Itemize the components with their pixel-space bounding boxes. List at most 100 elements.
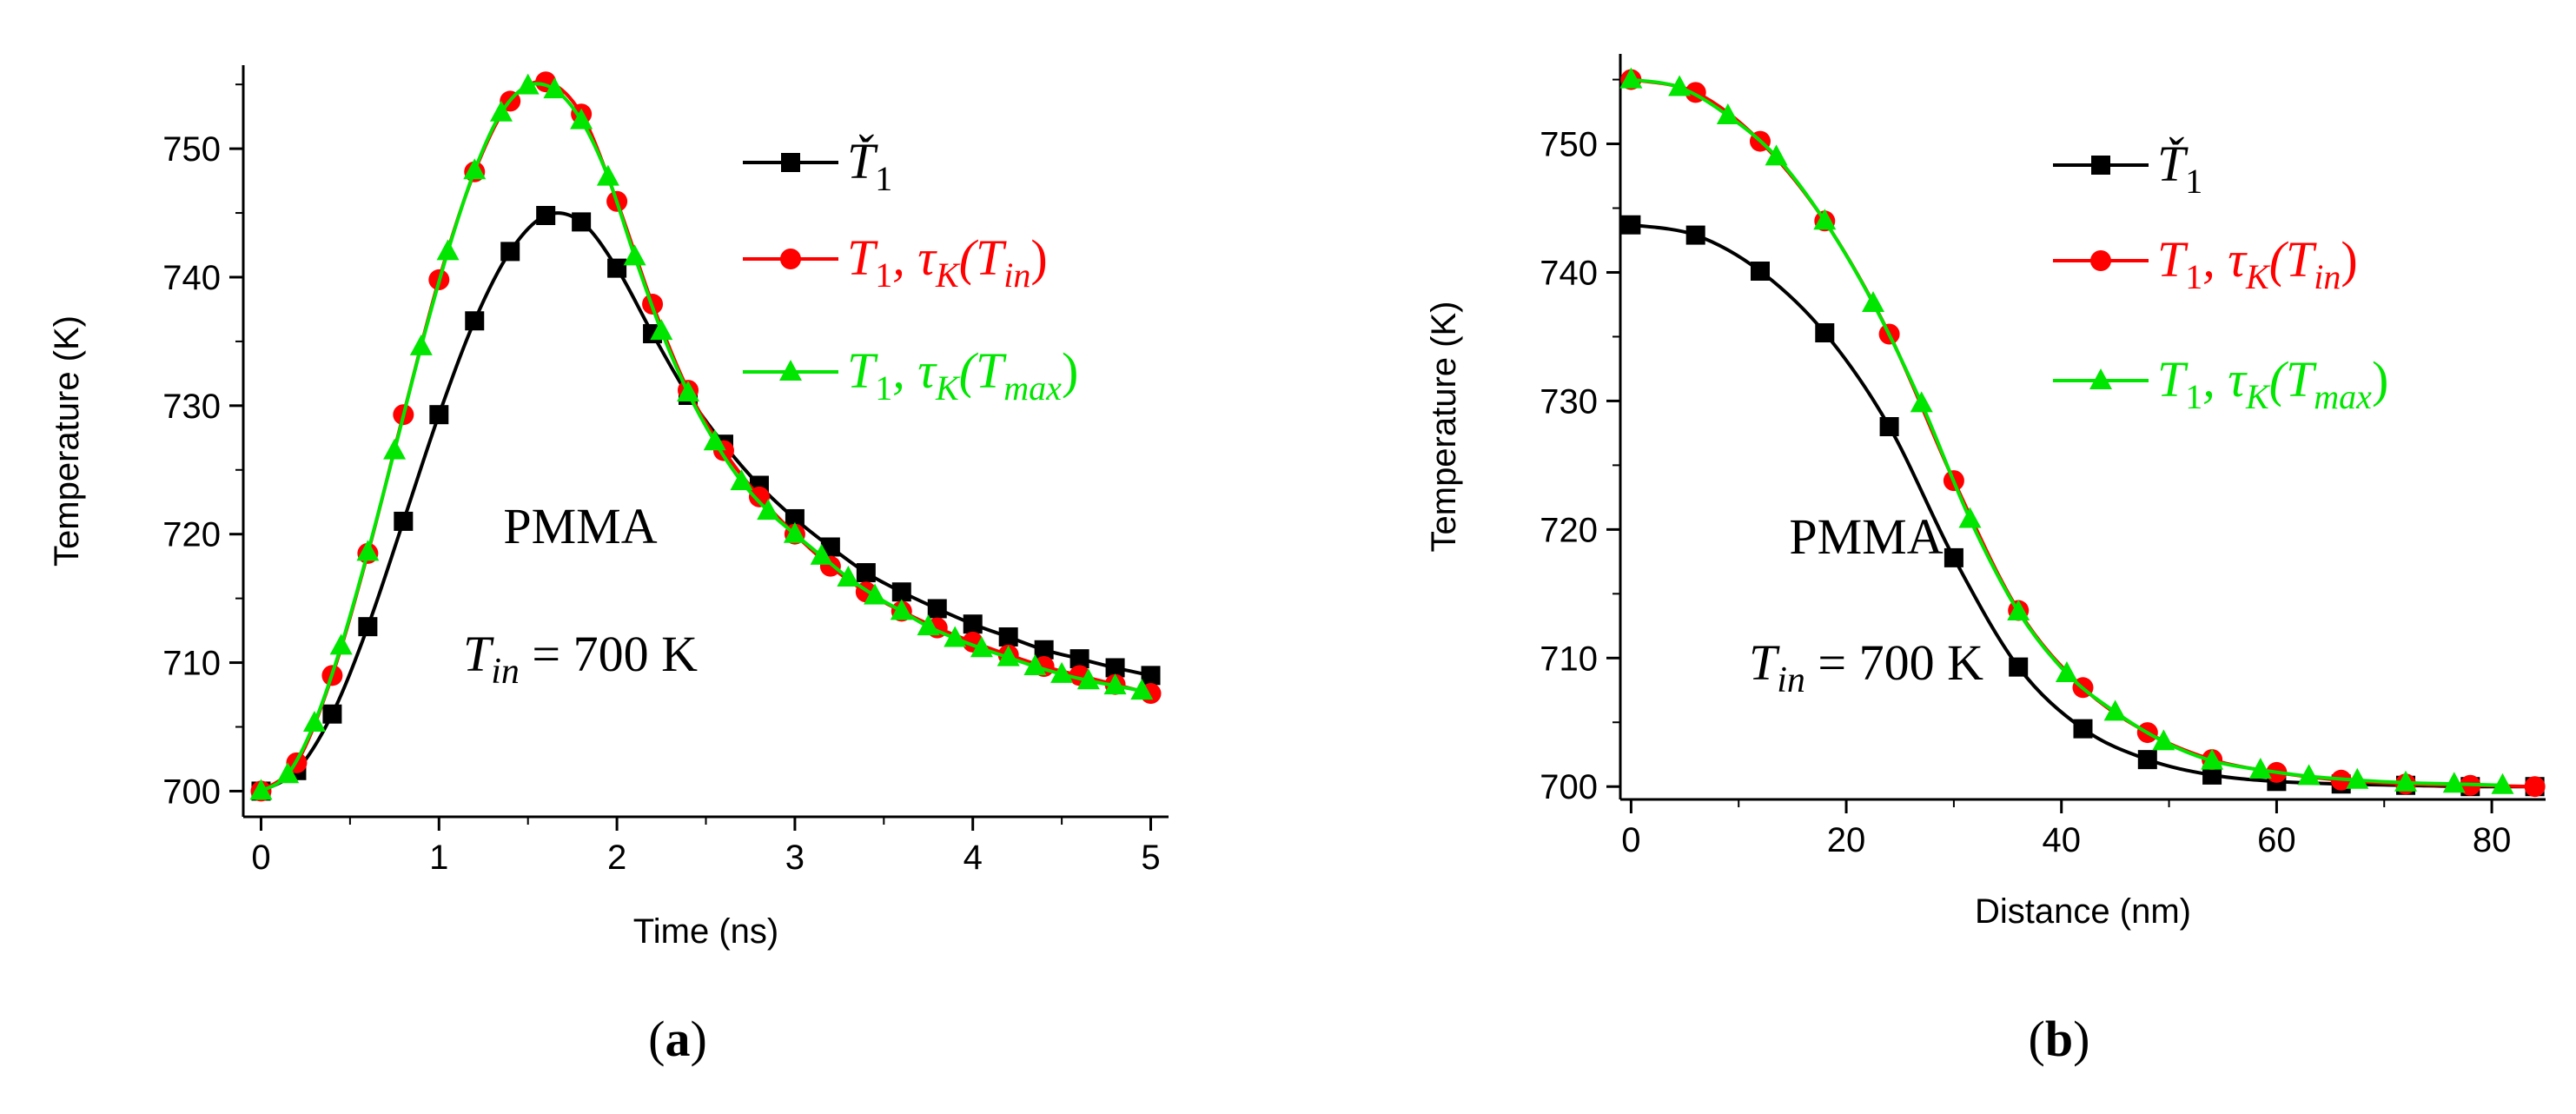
data-point-square [785, 508, 805, 528]
data-point-triangle [2248, 757, 2272, 779]
data-point-triangle [944, 626, 967, 647]
data-point-triangle [356, 540, 380, 561]
data-point-square [500, 242, 520, 262]
data-point-triangle [810, 543, 833, 565]
legend-marker [2090, 250, 2111, 271]
data-point-triangle [757, 499, 780, 521]
data-point-triangle [516, 73, 540, 95]
data-point-triangle [890, 599, 913, 620]
data-point-triangle [837, 565, 860, 587]
y-axis-title: Temperature (K) [48, 315, 86, 567]
data-point-triangle [329, 633, 353, 655]
data-point-square [2137, 750, 2157, 770]
data-point-square [1685, 225, 1705, 245]
y-tick-label: 720 [162, 516, 221, 554]
panel-label: (a) [648, 1011, 707, 1067]
x-tick-label: 2 [607, 839, 626, 877]
legend-label: Ť1 [2157, 136, 2202, 201]
y-tick-label: 750 [162, 130, 221, 169]
legend-label: T1, τK(Tin) [847, 229, 1048, 295]
series-T1_tauK_Tmax [1619, 67, 2514, 794]
legend-marker [2089, 368, 2112, 389]
legend-label: T1, τK(Tmax) [847, 342, 1078, 408]
data-point-square [963, 614, 983, 634]
data-point-triangle [383, 438, 407, 460]
legend-marker [780, 249, 801, 269]
data-point-triangle [997, 645, 1020, 666]
data-point-triangle [2491, 773, 2514, 794]
x-tick-label: 0 [251, 839, 270, 877]
series-T1_tauK_Tmax [249, 73, 1154, 800]
data-point-triangle [249, 779, 273, 800]
data-point-square [465, 311, 485, 331]
data-point-square [2202, 765, 2222, 785]
data-point-circle [2524, 776, 2546, 798]
legend-label: Ť1 [847, 133, 892, 198]
data-point-triangle [489, 100, 513, 122]
series-line [260, 211, 1151, 793]
data-point-triangle [2201, 748, 2224, 770]
series-line [260, 82, 1142, 793]
series-line [260, 79, 1152, 793]
data-point-square [429, 405, 449, 425]
data-point-square [536, 206, 556, 225]
x-tick-label: 0 [1621, 821, 1640, 859]
y-tick-label: 730 [1540, 382, 1598, 421]
data-point-triangle [436, 239, 460, 261]
data-point-triangle [650, 319, 673, 341]
data-point-square [1815, 323, 1835, 343]
data-point-triangle [1958, 507, 1982, 528]
data-point-triangle [1103, 673, 1127, 695]
data-point-triangle [1076, 668, 1100, 690]
data-point-triangle [1813, 209, 1837, 230]
data-point-square [1944, 547, 1963, 567]
data-point-triangle [302, 711, 326, 733]
data-point-triangle [917, 614, 940, 636]
data-point-square [607, 258, 627, 278]
data-point-square [998, 627, 1018, 647]
data-point-triangle [970, 636, 993, 658]
y-axis-title: Temperature (K) [1425, 302, 1463, 553]
data-point-square [1069, 649, 1089, 669]
x-axis-title: Time (ns) [633, 912, 778, 951]
series-T1_check [1621, 215, 2545, 797]
y-tick-label: 730 [162, 388, 221, 426]
data-point-square [358, 617, 378, 637]
data-point-square [856, 563, 876, 583]
data-point-circle [748, 486, 770, 507]
data-point-square [1879, 417, 1899, 436]
data-point-triangle [783, 521, 806, 543]
data-point-triangle [1765, 144, 1788, 166]
y-tick-label: 710 [1540, 640, 1598, 678]
chart-panel-b: 0 20 40 60 80 700 710 720 730 740 750 Distance (nm)… [1425, 54, 2546, 1067]
data-point-triangle [1619, 67, 1643, 89]
data-point-triangle [677, 381, 700, 402]
data-point-triangle [2394, 770, 2418, 792]
y-tick-label: 710 [162, 645, 221, 683]
data-point-square [394, 511, 414, 531]
y-tick-label: 750 [1540, 126, 1598, 164]
legend: Ť1 T1, τK(Tin) T1, τK(Tmax) [2053, 136, 2388, 416]
data-point-triangle [1910, 391, 1933, 413]
data-point-triangle [730, 469, 753, 491]
legend-label: T1, τK(Tmax) [2157, 351, 2388, 416]
data-point-square [2073, 719, 2093, 739]
legend-label: T1, τK(Tin) [2157, 231, 2358, 296]
y-tick-label: 700 [162, 773, 221, 811]
data-point-triangle [543, 77, 566, 99]
y-tick-label: 700 [1540, 768, 1598, 806]
data-point-triangle [2055, 661, 2078, 683]
legend-marker [2091, 156, 2110, 175]
annotation-initial-temperature: Tin = 700 K [1749, 634, 1983, 700]
x-tick-label: 40 [2042, 821, 2081, 859]
data-point-triangle [2103, 700, 2127, 721]
data-point-triangle [2346, 767, 2369, 789]
data-point-triangle [2442, 772, 2466, 793]
data-point-square [927, 599, 947, 619]
x-axis-title: Distance (nm) [1975, 892, 2191, 931]
data-point-square [1034, 640, 1054, 660]
annotation-initial-temperature: Tin = 700 K [463, 626, 698, 692]
x-tick-label: 5 [1141, 839, 1160, 877]
data-point-square [1105, 658, 1125, 678]
legend-marker [779, 360, 802, 381]
